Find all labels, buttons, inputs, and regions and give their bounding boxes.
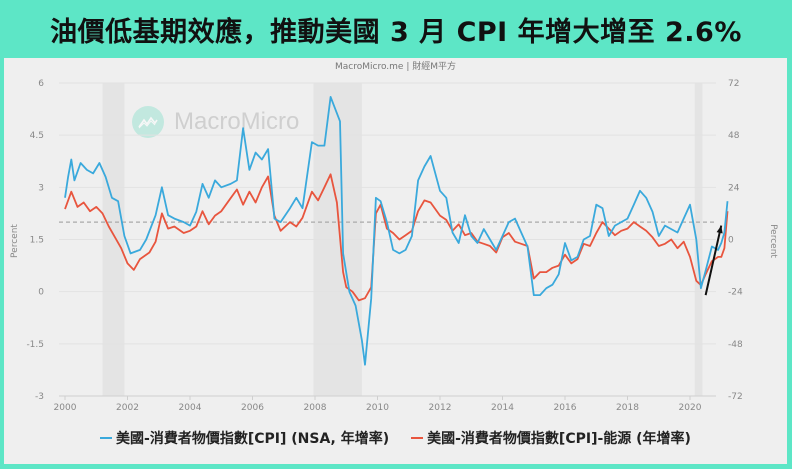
right-axis-label: Percent xyxy=(767,224,778,258)
left-axis-tick: 3 xyxy=(38,183,44,193)
x-axis-tick: 2014 xyxy=(491,403,514,413)
legend-swatch-cpi xyxy=(100,437,113,439)
watermark-text: MacroMicro xyxy=(174,108,300,135)
annotation-arrow xyxy=(704,225,723,296)
x-axis-tick: 2008 xyxy=(304,403,327,413)
left-axis-tick: -1.5 xyxy=(26,340,44,350)
right-axis-tick: -48 xyxy=(728,340,743,350)
x-axis-tick: 2018 xyxy=(616,403,639,413)
chart-panel: MacroMicro.me | 財經M平方 MacroMicro 6 72 4.5 4… xyxy=(4,58,787,464)
right-axis-tick: 0 xyxy=(728,236,734,246)
x-axis-tick: 2012 xyxy=(429,403,452,413)
x-axis-tick: 2002 xyxy=(116,403,139,413)
source-credit: MacroMicro.me | 財經M平方 xyxy=(335,62,456,72)
x-axis-tick: 2000 xyxy=(54,403,77,413)
title-bar: 油價低基期效應，推動美國 3 月 CPI 年增大增至 2.6% xyxy=(0,0,792,58)
left-axis-tick: -3 xyxy=(35,392,44,402)
x-axis-tick: 2016 xyxy=(554,403,577,413)
x-axis-tick: 2020 xyxy=(679,403,702,413)
right-axis-tick: 24 xyxy=(728,183,740,193)
legend-item-energy[interactable]: 美國-消費者物價指數[CPI]-能源 (年增率) xyxy=(411,428,691,448)
right-axis-tick: 72 xyxy=(728,79,739,89)
left-axis-tick: 1.5 xyxy=(30,236,44,246)
legend-swatch-energy xyxy=(411,437,424,439)
macromicro-logo-icon xyxy=(132,106,164,138)
arrow-head-icon xyxy=(716,225,723,234)
energy-series-line xyxy=(64,173,729,302)
right-axis-tick: 48 xyxy=(728,131,740,141)
left-axis-tick: 6 xyxy=(38,79,44,89)
cpi-series-line xyxy=(64,96,729,366)
left-axis-tick: 4.5 xyxy=(30,131,44,141)
line-chart: 6 72 4.5 48 3 24 1.5 0 0 -24 -1.5 -48 -3 -72 2000 2002 2… xyxy=(26,79,743,413)
left-axis-label: Percent xyxy=(9,224,20,258)
right-axis-tick: -72 xyxy=(728,392,743,402)
legend-item-cpi[interactable]: 美國-消費者物價指數[CPI] (NSA, 年增率) xyxy=(100,428,389,448)
left-axis-tick: 0 xyxy=(38,288,44,298)
x-axis-tick: 2010 xyxy=(366,403,389,413)
x-axis-tick: 2006 xyxy=(241,403,264,413)
legend-label-cpi: 美國-消費者物價指數[CPI] (NSA, 年增率) xyxy=(116,431,390,447)
legend-label-energy: 美國-消費者物價指數[CPI]-能源 (年增率) xyxy=(427,431,691,447)
right-axis-tick: -24 xyxy=(728,288,743,298)
page-title: 油價低基期效應，推動美國 3 月 CPI 年增大增至 2.6% xyxy=(50,16,742,48)
x-axis-tick: 2004 xyxy=(179,403,202,413)
watermark: MacroMicro xyxy=(132,106,299,138)
legend: 美國-消費者物價指數[CPI] (NSA, 年增率) 美國-消費者物價指數[CP… xyxy=(4,428,787,448)
